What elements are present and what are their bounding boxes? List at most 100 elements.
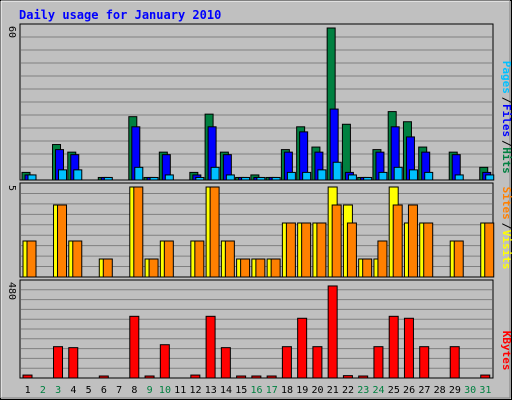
x-tick-label-day-21: 21 [327, 385, 339, 396]
bar-kbytes-day-17 [266, 375, 277, 379]
bar-pages-day-24 [378, 171, 388, 181]
bar-pages-day-4 [73, 169, 83, 181]
x-tick-label-day-3: 3 [55, 385, 61, 396]
x-tick-label-day-20: 20 [312, 385, 324, 396]
y-max-label: 60 [6, 26, 17, 38]
x-tick-label-day-1: 1 [25, 385, 31, 396]
bar-kbytes-day-6 [98, 375, 109, 379]
bar-kbytes-day-8 [129, 315, 140, 379]
bar-kbytes-day-10 [159, 344, 170, 379]
bar-kbytes-day-20 [312, 346, 323, 379]
bar-kbytes-day-26 [403, 317, 414, 379]
legend-separator: / [500, 140, 512, 147]
y-max-label: 5 [6, 185, 17, 191]
x-tick-label-day-19: 19 [296, 385, 308, 396]
legend-separator: / [500, 97, 512, 104]
bar-kbytes-day-23 [358, 375, 369, 379]
bar-kbytes-day-25 [388, 315, 399, 379]
bar-sites-day-20 [316, 222, 327, 278]
bar-kbytes-day-3 [53, 346, 64, 379]
bar-kbytes-day-16 [251, 375, 262, 379]
bar-kbytes-day-31 [480, 374, 491, 379]
bar-sites-day-21 [331, 204, 342, 278]
bar-kbytes-day-1 [22, 374, 33, 379]
bar-sites-day-31 [484, 222, 495, 278]
x-tick-label-day-29: 29 [449, 385, 461, 396]
bar-sites-day-6 [102, 258, 113, 278]
bar-pages-day-27 [424, 171, 434, 181]
bar-sites-day-26 [407, 204, 418, 278]
bar-pages-day-20 [317, 169, 327, 181]
bar-sites-day-16 [255, 258, 266, 278]
panel-hits-files-pages: 60 Pages/Files/Hits [6, 23, 512, 181]
bar-sites-day-29 [453, 240, 464, 278]
x-tick-label-day-23: 23 [357, 385, 369, 396]
bar-pages-day-26 [408, 169, 418, 181]
bar-sites-day-12 [194, 240, 205, 278]
bar-sites-day-19 [301, 222, 312, 278]
legend-separator: / [500, 223, 512, 230]
panel-visits-sites: 5 Sites /Visits [6, 182, 512, 278]
x-tick-label-day-5: 5 [86, 385, 92, 396]
bar-pages-day-29 [454, 174, 464, 181]
x-tick-label-day-22: 22 [342, 385, 354, 396]
bar-pages-day-13 [210, 166, 220, 181]
x-tick-label-day-26: 26 [403, 385, 415, 396]
x-tick-label-day-27: 27 [418, 385, 430, 396]
x-tick-label-day-11: 11 [174, 385, 186, 396]
bar-pages-day-22 [347, 174, 357, 181]
legend-hits: Hits [500, 147, 512, 174]
chart-title: Daily usage for January 2010 [19, 8, 221, 22]
bar-kbytes-day-18 [281, 346, 292, 379]
bar-sites-day-13 [209, 186, 220, 278]
panel-kbytes: 480 KBytes [6, 279, 512, 379]
x-tick-label-day-7: 7 [116, 385, 122, 396]
x-tick-label-day-18: 18 [281, 385, 293, 396]
bar-hits-day-22 [341, 123, 351, 181]
bar-pages-day-17 [271, 176, 281, 181]
bar-sites-day-8 [133, 186, 144, 278]
legend-visits-sites: Sites /Visits [500, 187, 512, 270]
bar-sites-day-3 [57, 204, 68, 278]
bar-kbytes-day-13 [205, 315, 216, 379]
x-tick-label-day-13: 13 [205, 385, 217, 396]
bar-sites-day-22 [346, 222, 357, 278]
bar-sites-day-15 [240, 258, 251, 278]
bar-pages-day-18 [286, 171, 296, 181]
x-tick-label-day-24: 24 [373, 385, 385, 396]
bar-kbytes-day-22 [342, 375, 353, 379]
x-tick-label-day-25: 25 [388, 385, 400, 396]
x-tick-label-day-2: 2 [40, 385, 46, 396]
bar-pages-day-1 [27, 174, 37, 181]
bar-sites-day-4 [72, 240, 83, 278]
x-tick-label-day-4: 4 [70, 385, 76, 396]
bar-pages-day-3 [58, 169, 68, 181]
legend-visits: Visits [500, 230, 512, 270]
x-tick-label-day-17: 17 [266, 385, 278, 396]
x-tick-label-day-8: 8 [131, 385, 137, 396]
bar-pages-day-25 [393, 166, 403, 181]
bar-sites-day-9 [148, 258, 159, 278]
bar-sites-day-1 [26, 240, 37, 278]
legend-kbytes: KBytes [500, 331, 512, 371]
bar-kbytes-day-9 [144, 375, 155, 379]
bar-sites-day-27 [423, 222, 434, 278]
bar-sites-day-24 [377, 240, 388, 278]
bar-pages-day-8 [134, 166, 144, 181]
legend-files: Files [500, 104, 512, 137]
legend-hits-files-pages: Pages/Files/Hits [500, 61, 512, 174]
bar-kbytes-day-29 [449, 346, 460, 379]
bar-sites-day-10 [163, 240, 174, 278]
bar-kbytes-day-4 [68, 347, 79, 379]
bar-pages-day-10 [164, 174, 174, 181]
x-tick-label-day-6: 6 [101, 385, 107, 396]
bar-sites-day-25 [392, 204, 403, 278]
x-tick-label-day-12: 12 [189, 385, 201, 396]
x-tick-label-day-31: 31 [479, 385, 491, 396]
bar-pages-day-14 [225, 174, 235, 181]
x-tick-label-day-14: 14 [220, 385, 232, 396]
bar-sites-day-14 [224, 240, 235, 278]
x-axis-day-labels: 1 2 3 4 5 6 7 8 9 10 11 12 13 14 15 16 17 18 19 20 21 22 23 24 2… [25, 385, 492, 396]
bar-kbytes-day-24 [373, 346, 384, 379]
